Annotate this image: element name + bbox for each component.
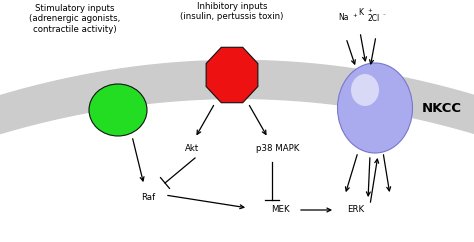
- Ellipse shape: [351, 74, 379, 106]
- Text: ERK: ERK: [347, 205, 365, 214]
- Polygon shape: [206, 47, 258, 103]
- Text: +: +: [352, 13, 357, 18]
- Text: Akt: Akt: [185, 144, 199, 153]
- Text: Raf: Raf: [141, 193, 155, 202]
- Ellipse shape: [89, 84, 147, 136]
- Text: +: +: [367, 8, 372, 13]
- Text: NKCC: NKCC: [422, 101, 462, 114]
- Text: Stimulatory inputs
(adrenergic agonists,
contractile activity): Stimulatory inputs (adrenergic agonists,…: [29, 4, 120, 34]
- Text: MEK: MEK: [271, 205, 289, 214]
- Text: Inhibitory inputs
(insulin, pertussis toxin): Inhibitory inputs (insulin, pertussis to…: [180, 2, 283, 21]
- Ellipse shape: [337, 63, 412, 153]
- Text: Na: Na: [338, 13, 348, 22]
- Text: p38 MAPK: p38 MAPK: [256, 144, 300, 153]
- Text: K: K: [358, 8, 363, 17]
- Text: ⁻: ⁻: [383, 14, 386, 19]
- Text: 2Cl: 2Cl: [368, 14, 380, 23]
